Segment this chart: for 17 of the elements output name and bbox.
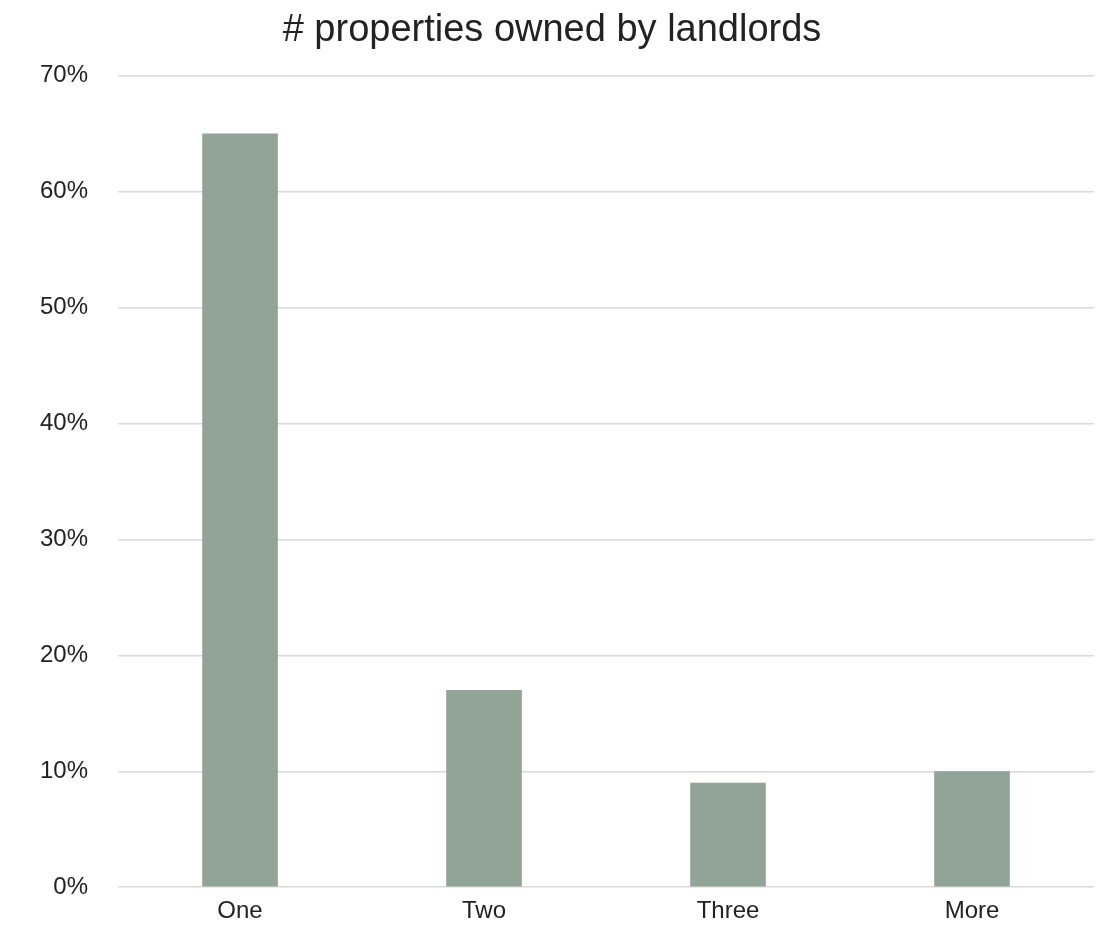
y-tick-label: 10% — [39, 755, 89, 783]
y-tick-label: 70% — [39, 60, 89, 88]
x-tick-label: One — [217, 896, 263, 924]
x-tick-label: More — [944, 896, 1000, 924]
bar — [690, 782, 766, 887]
y-tick-label: 50% — [39, 292, 89, 320]
chart-title: # properties owned by landlords — [282, 7, 822, 50]
y-tick-label: 40% — [39, 408, 89, 436]
y-tick-label: 20% — [39, 639, 89, 667]
y-tick-label: 60% — [39, 176, 89, 204]
bar — [934, 771, 1010, 887]
bar — [446, 690, 522, 887]
bar — [202, 133, 278, 887]
y-tick-label: 30% — [39, 524, 89, 551]
x-tick-label: Two — [462, 896, 507, 924]
x-tick-label: Three — [696, 896, 760, 924]
y-tick-label: 0% — [53, 871, 89, 899]
